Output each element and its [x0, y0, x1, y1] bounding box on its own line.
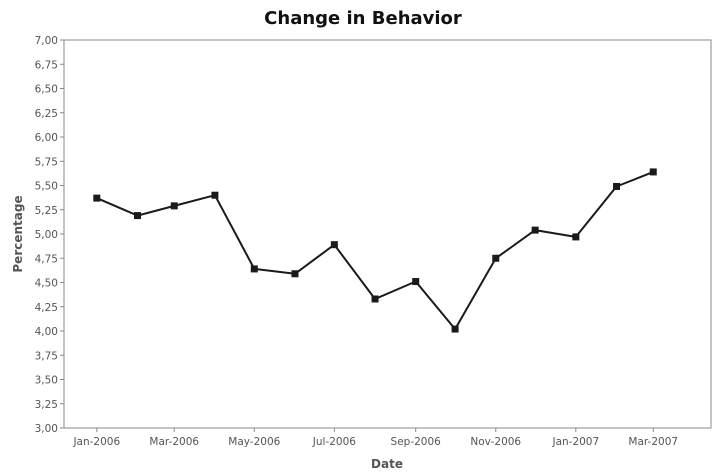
x-axis-label: Date [371, 457, 403, 471]
x-tick-label: May-2006 [228, 436, 280, 448]
y-tick-label: 4,50 [35, 278, 58, 290]
x-tick-label: Mar-2006 [149, 436, 199, 448]
data-point [93, 194, 101, 202]
y-axis: 3,00 3,25 3,50 3,75 4,00 4,25 4,50 4,75 5,00 5,25… [35, 35, 64, 435]
data-point [572, 233, 580, 241]
x-tick-label: Nov-2006 [470, 436, 521, 448]
y-tick-label: 4,25 [35, 302, 58, 314]
x-tick-label: Mar-2007 [628, 436, 678, 448]
data-point [170, 202, 178, 210]
y-tick-label: 4,00 [35, 326, 58, 338]
data-point [250, 265, 258, 273]
y-tick-label: 3,25 [35, 399, 58, 411]
data-point [613, 182, 621, 190]
data-point [330, 241, 338, 249]
data-point [371, 295, 379, 303]
data-point [412, 278, 420, 286]
y-tick-label: 5,75 [35, 156, 58, 168]
y-tick-label: 3,50 [35, 375, 58, 387]
data-point [133, 212, 141, 220]
data-point [291, 270, 299, 278]
chart-title: Change in Behavior [264, 8, 462, 29]
y-tick-label: 6,25 [35, 108, 58, 120]
y-tick-label: 3,00 [35, 423, 58, 435]
y-tick-label: 3,75 [35, 350, 58, 362]
y-tick-label: 6,75 [35, 59, 58, 71]
y-tick-label: 5,25 [35, 205, 58, 217]
series-layer [93, 168, 657, 333]
y-tick-label: 7,00 [35, 35, 58, 47]
plot-area [63, 39, 712, 429]
data-point [649, 168, 657, 176]
x-tick-label: Jan-2006 [72, 436, 120, 448]
x-tick-label: Sep-2006 [391, 436, 442, 448]
y-axis-label: Percentage [11, 195, 25, 272]
data-point [492, 254, 500, 262]
y-tick-label: 4,75 [35, 253, 58, 265]
data-point [211, 191, 219, 199]
data-point [531, 226, 539, 234]
y-tick-label: 6,50 [35, 84, 58, 96]
y-tick-label: 6,00 [35, 132, 58, 144]
y-tick-label: 5,00 [35, 229, 58, 241]
data-point [451, 325, 459, 333]
x-tick-label: Jul-2006 [312, 436, 356, 448]
x-axis: Jan-2006 Mar-2006 May-2006 Jul-2006 Sep-2006… [72, 428, 678, 448]
y-tick-label: 5,50 [35, 181, 58, 193]
x-tick-label: Jan-2007 [551, 436, 599, 448]
